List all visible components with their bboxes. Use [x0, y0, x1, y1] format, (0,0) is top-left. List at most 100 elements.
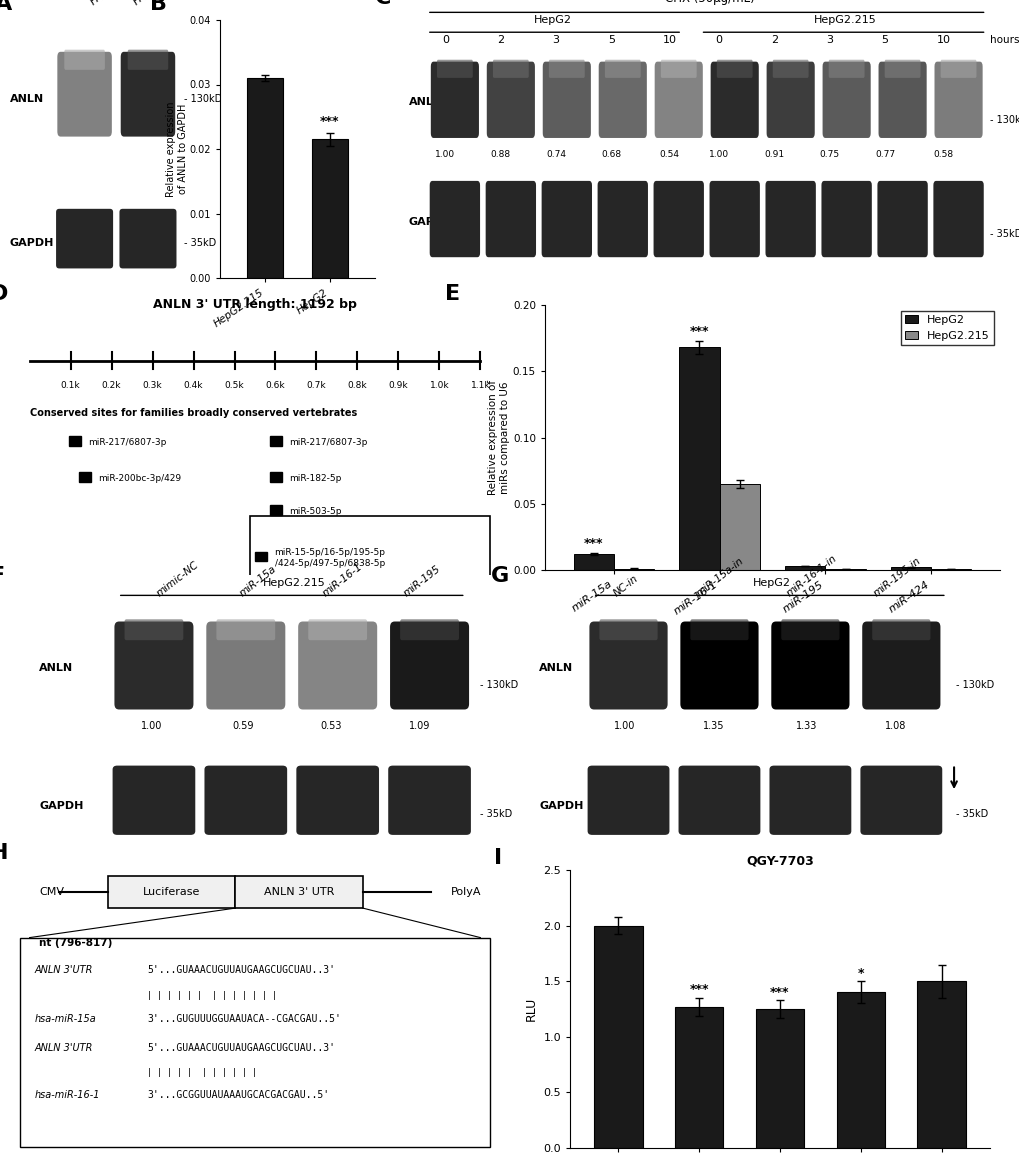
Text: HepG2: HepG2 [534, 15, 572, 25]
Text: Luciferase: Luciferase [143, 887, 200, 897]
Text: 2: 2 [496, 35, 503, 45]
Text: miR-200bc-3p/429: miR-200bc-3p/429 [98, 474, 181, 482]
Text: 1.08: 1.08 [884, 720, 906, 731]
Text: ANLN 3'UTR: ANLN 3'UTR [35, 965, 93, 975]
Text: 1.0k: 1.0k [429, 381, 448, 390]
Bar [718, 484, 759, 570]
Text: 1.09: 1.09 [408, 720, 429, 731]
Bar [312, 140, 347, 277]
Text: 0.54: 0.54 [659, 150, 679, 158]
Bar [824, 569, 865, 570]
Text: 0.74: 0.74 [545, 150, 566, 158]
Text: ***: *** [689, 984, 708, 996]
Text: | | | | |  | | | | | |: | | | | | | | | | | | [147, 1068, 257, 1076]
Text: hsa-miR-16-1: hsa-miR-16-1 [35, 1090, 100, 1101]
Text: 1.00: 1.00 [613, 720, 635, 731]
Text: miR-16-1-in: miR-16-1-in [784, 553, 838, 598]
Bar [930, 569, 970, 570]
Text: miR-15-5p/16-5p/195-5p
/424-5p/497-5p/6838-5p: miR-15-5p/16-5p/195-5p /424-5p/497-5p/68… [274, 548, 385, 568]
Text: miR-16-1: miR-16-1 [321, 561, 365, 598]
Y-axis label: Relative expression of
miRs compared to U6: Relative expression of miRs compared to … [488, 380, 510, 495]
Bar [255, 551, 267, 562]
Bar [269, 472, 281, 482]
Text: F: F [0, 566, 5, 586]
Text: miR-195: miR-195 [401, 563, 442, 598]
Text: - 130kD: - 130kD [480, 680, 518, 690]
Bar [594, 926, 642, 1148]
Text: 0.77: 0.77 [874, 150, 895, 158]
Text: 3: 3 [552, 35, 559, 45]
Y-axis label: Relative expression
of ANLN to GAPDH: Relative expression of ANLN to GAPDH [166, 102, 187, 197]
Text: 0.9k: 0.9k [388, 381, 408, 390]
Text: HepG2.215: HepG2.215 [130, 0, 185, 7]
Text: miR-503-5p: miR-503-5p [289, 506, 341, 516]
Text: 0.7k: 0.7k [307, 381, 326, 390]
Text: G: G [490, 566, 508, 586]
Text: HepG2.215: HepG2.215 [263, 578, 325, 587]
Text: 10: 10 [935, 35, 950, 45]
Text: 5'...GUAAACUGUUAUGAAGCUGCUAU..3': 5'...GUAAACUGUUAUGAAGCUGCUAU..3' [147, 1043, 335, 1053]
Bar [891, 568, 930, 570]
Text: 1.35: 1.35 [702, 720, 725, 731]
Text: 0.6k: 0.6k [265, 381, 285, 390]
Text: 1.1k: 1.1k [470, 381, 490, 390]
Text: 3'...GCGGUUAUAAAUGCACGACGAU..5': 3'...GCGGUUAUAAAUGCACGACGAU..5' [147, 1090, 329, 1101]
Text: H: H [0, 843, 9, 864]
Text: HepG2: HepG2 [88, 0, 123, 7]
Text: 5: 5 [607, 35, 614, 45]
Text: miR-195-in: miR-195-in [871, 555, 922, 598]
Text: - 130kD: - 130kD [956, 680, 994, 690]
Text: GAPDH: GAPDH [10, 238, 54, 247]
Bar [785, 566, 824, 570]
Bar [573, 554, 613, 570]
Text: ***: *** [769, 986, 789, 999]
Text: - 35kD: - 35kD [183, 238, 216, 247]
Text: 0.88: 0.88 [490, 150, 511, 158]
Text: mimic-NC: mimic-NC [155, 560, 201, 598]
Text: 0.5k: 0.5k [224, 381, 245, 390]
Text: 0.8k: 0.8k [347, 381, 367, 390]
Bar [675, 1007, 722, 1148]
Text: - 130kD: - 130kD [988, 114, 1019, 125]
Text: D: D [0, 283, 9, 304]
Text: 5: 5 [880, 35, 888, 45]
Text: 1.33: 1.33 [795, 720, 816, 731]
Bar [679, 348, 718, 570]
Bar [916, 981, 965, 1148]
Text: hours: hours [988, 35, 1018, 45]
Text: | | | | | |  | | | | | | |: | | | | | | | | | | | | | [147, 991, 277, 1000]
Text: NC-in: NC-in [611, 573, 640, 598]
Text: HepG2.215: HepG2.215 [813, 15, 875, 25]
Text: - 35kD: - 35kD [988, 229, 1019, 238]
Text: 0: 0 [441, 35, 448, 45]
Text: miR-15a-in: miR-15a-in [694, 555, 745, 598]
Y-axis label: RLU: RLU [524, 996, 537, 1021]
Text: - 35kD: - 35kD [956, 809, 987, 818]
Text: 0.53: 0.53 [320, 720, 341, 731]
FancyBboxPatch shape [19, 938, 490, 1147]
Text: ANLN 3'UTR: ANLN 3'UTR [35, 1043, 93, 1053]
Text: ANLN 3' UTR: ANLN 3' UTR [264, 887, 334, 897]
Text: 0.2k: 0.2k [102, 381, 121, 390]
Text: 5'...GUAAACUGUUAUGAAGCUGCUAU..3': 5'...GUAAACUGUUAUGAAGCUGCUAU..3' [147, 965, 335, 975]
Text: GAPDH: GAPDH [40, 801, 84, 810]
Bar [78, 472, 91, 482]
Bar [613, 569, 653, 570]
Text: miR-182-5p: miR-182-5p [289, 474, 341, 482]
Text: hsa-miR-15a: hsa-miR-15a [35, 1014, 96, 1024]
FancyBboxPatch shape [108, 875, 235, 909]
Text: *: * [857, 966, 863, 980]
Text: GAPDH: GAPDH [539, 801, 583, 810]
Text: miR-15a: miR-15a [237, 563, 278, 598]
Text: 1.00: 1.00 [435, 150, 454, 158]
Text: 0.1k: 0.1k [61, 381, 81, 390]
Text: GAPDH: GAPDH [408, 216, 452, 227]
Text: 10: 10 [662, 35, 677, 45]
Bar [269, 436, 281, 446]
Text: C: C [374, 0, 390, 8]
Bar [269, 505, 281, 514]
Text: HepG2: HepG2 [752, 578, 791, 587]
Text: CMV: CMV [40, 887, 64, 897]
Text: 0.91: 0.91 [763, 150, 784, 158]
Text: CHX (50μg/mL): CHX (50μg/mL) [664, 0, 754, 5]
